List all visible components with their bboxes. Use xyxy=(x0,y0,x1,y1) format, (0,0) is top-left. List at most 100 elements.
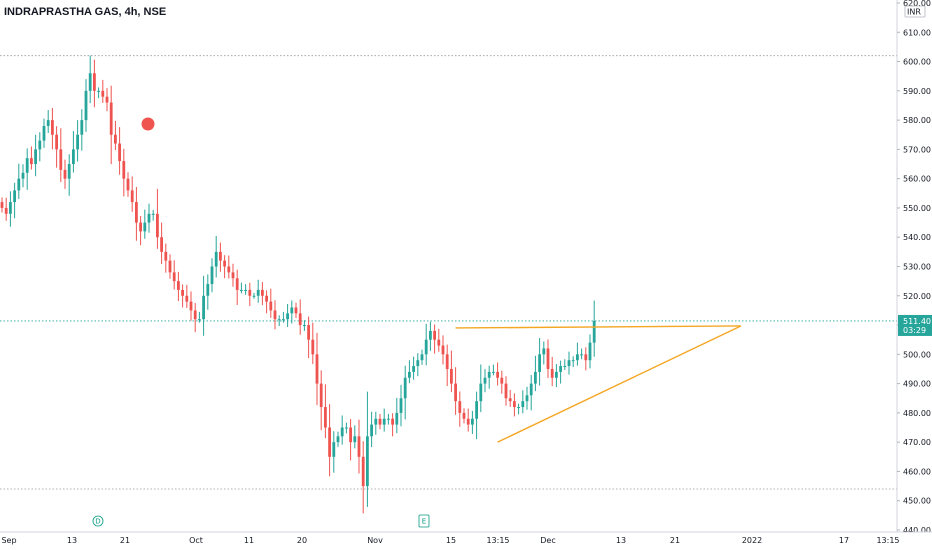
x-tick-label: 15 xyxy=(446,536,456,545)
trend-line-support[interactable] xyxy=(497,325,742,443)
price-badge-value: 511.40 xyxy=(903,317,931,326)
plot-area xyxy=(0,0,897,532)
candle-body xyxy=(429,330,432,340)
x-tick-label: 20 xyxy=(297,536,307,545)
time-axis xyxy=(0,532,932,550)
x-tick-label: 13:15 xyxy=(486,536,509,545)
trend-line-resistance[interactable] xyxy=(455,325,741,329)
candle-body xyxy=(294,307,298,314)
candle-body xyxy=(193,310,197,320)
candle-body xyxy=(109,102,113,135)
candle-body xyxy=(395,412,399,425)
candle-body xyxy=(555,371,558,378)
candle-body xyxy=(105,96,109,103)
x-tick-label: Sep xyxy=(1,536,16,545)
candle-body xyxy=(357,436,361,457)
event-marker-dividend[interactable] xyxy=(92,515,104,527)
candle-body xyxy=(97,90,100,92)
candle-body xyxy=(576,354,579,361)
candle-body xyxy=(147,213,151,223)
y-tick-label: 590.00 xyxy=(903,87,931,96)
x-tick-label: 13 xyxy=(616,536,626,545)
candle-body xyxy=(433,330,436,340)
chart-title: INDRAPRASTHA GAS, 4h, NSE xyxy=(4,6,166,18)
y-tick-label: 470.00 xyxy=(903,438,931,447)
candle-body xyxy=(88,73,92,91)
candle-body xyxy=(139,222,142,232)
candle-body xyxy=(84,90,88,121)
candle-body xyxy=(114,134,117,144)
candle-body xyxy=(378,418,382,425)
candle-body xyxy=(345,427,348,429)
y-tick-label: 530.00 xyxy=(903,263,931,272)
x-tick-label: Oct xyxy=(189,536,203,545)
candle-body xyxy=(156,213,159,238)
candle-body xyxy=(387,418,390,420)
candle-body xyxy=(307,325,310,340)
candle-body xyxy=(374,418,378,425)
price-badge-countdown: 03:29 xyxy=(903,326,926,335)
x-tick-label: 11 xyxy=(244,536,254,545)
candle-body xyxy=(122,161,126,179)
price-axis xyxy=(897,0,932,550)
candle-body xyxy=(328,427,331,457)
candle-body xyxy=(282,319,285,321)
candle-body xyxy=(454,383,457,402)
candle-body xyxy=(332,442,336,457)
candle-body xyxy=(382,418,386,425)
y-tick-label: 500.00 xyxy=(903,350,931,359)
currency-label: INR xyxy=(907,8,921,17)
x-tick-label: 2022 xyxy=(742,536,762,545)
candle-body xyxy=(17,178,21,191)
y-tick-label: 490.00 xyxy=(903,380,931,389)
candle-body xyxy=(504,383,508,399)
event-marker-earnings[interactable] xyxy=(418,514,430,528)
candle-body xyxy=(126,178,130,191)
candle-body xyxy=(592,320,596,343)
candle-body xyxy=(240,289,243,291)
candle-body xyxy=(391,418,394,425)
candle-body xyxy=(399,398,403,413)
candle-body xyxy=(143,222,147,232)
candle-body xyxy=(76,134,79,150)
candle-body xyxy=(483,377,487,384)
candle-body xyxy=(500,377,504,384)
candle-body xyxy=(349,427,352,443)
candle-body xyxy=(475,401,478,419)
candle-body xyxy=(202,295,205,320)
y-tick-label: 610.00 xyxy=(903,28,931,37)
candle-body xyxy=(508,398,512,402)
candle-body xyxy=(261,289,264,296)
candle-body xyxy=(273,310,277,320)
candle-body xyxy=(437,339,441,346)
candle-body xyxy=(231,272,235,279)
y-tick-label: 560.00 xyxy=(903,175,931,184)
candle-body xyxy=(315,354,319,384)
candle-body xyxy=(248,289,252,296)
y-tick-label: 550.00 xyxy=(903,204,931,213)
candle-body xyxy=(534,371,537,384)
candle-body xyxy=(580,354,583,356)
candle-body xyxy=(210,266,214,285)
candle-body xyxy=(46,120,50,126)
candle-body xyxy=(34,149,37,165)
candle-body xyxy=(21,172,25,179)
candle-body xyxy=(4,207,8,214)
candle-body xyxy=(30,158,33,165)
candle-body xyxy=(492,371,495,373)
candle-body xyxy=(51,120,54,135)
candle-body xyxy=(13,190,16,203)
candle-body xyxy=(353,436,357,443)
candle-body xyxy=(25,158,29,173)
candle-body xyxy=(265,295,268,302)
y-tick-label: 600.00 xyxy=(903,58,931,67)
y-tick-label: 460.00 xyxy=(903,467,931,476)
candle-body xyxy=(55,134,58,150)
candle-body xyxy=(487,371,491,378)
candle-body xyxy=(559,366,562,372)
candle-body xyxy=(525,395,529,402)
candle-body xyxy=(269,301,273,311)
y-tick-label: 520.00 xyxy=(903,292,931,301)
candle-body xyxy=(445,354,449,369)
